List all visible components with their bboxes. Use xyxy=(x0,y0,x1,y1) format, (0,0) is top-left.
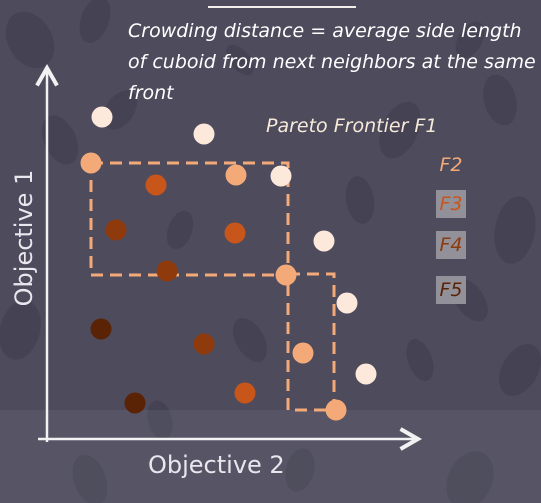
point-f2 xyxy=(292,342,314,364)
point-f1 xyxy=(270,165,292,187)
point-f2 xyxy=(80,152,102,174)
point-f4 xyxy=(105,219,127,241)
point-f1 xyxy=(336,292,358,314)
legend-f5-label: F5 xyxy=(436,276,466,304)
point-f4 xyxy=(193,333,215,355)
point-f1 xyxy=(355,363,377,385)
legend-f4-label: F4 xyxy=(436,231,466,259)
legend-f3-label: F3 xyxy=(436,190,466,218)
point-f3 xyxy=(234,382,256,404)
point-f2 xyxy=(325,399,347,421)
point-f1 xyxy=(193,123,215,145)
point-f1 xyxy=(313,230,335,252)
legend-f1-label: Pareto Frontier F1 xyxy=(266,115,438,137)
point-f1 xyxy=(91,106,113,128)
bottom-band xyxy=(0,410,541,503)
crowding-cuboids xyxy=(89,161,336,412)
points xyxy=(80,106,377,421)
point-f4 xyxy=(156,260,178,282)
point-f5 xyxy=(124,392,146,414)
point-f5 xyxy=(90,318,112,340)
crowding-cuboid xyxy=(89,161,290,277)
x-axis-label: Objective 2 xyxy=(148,451,285,479)
caption: Crowding distance = average side length … xyxy=(128,20,536,104)
point-f3 xyxy=(224,222,246,244)
point-f3 xyxy=(145,174,167,196)
point-f2 xyxy=(225,164,247,186)
title-underline xyxy=(208,0,356,8)
point-f2 xyxy=(275,264,297,286)
legend-f2-label: F2 xyxy=(439,154,463,176)
y-axis-label: Objective 1 xyxy=(10,169,38,307)
crowding-cuboid xyxy=(286,272,336,412)
